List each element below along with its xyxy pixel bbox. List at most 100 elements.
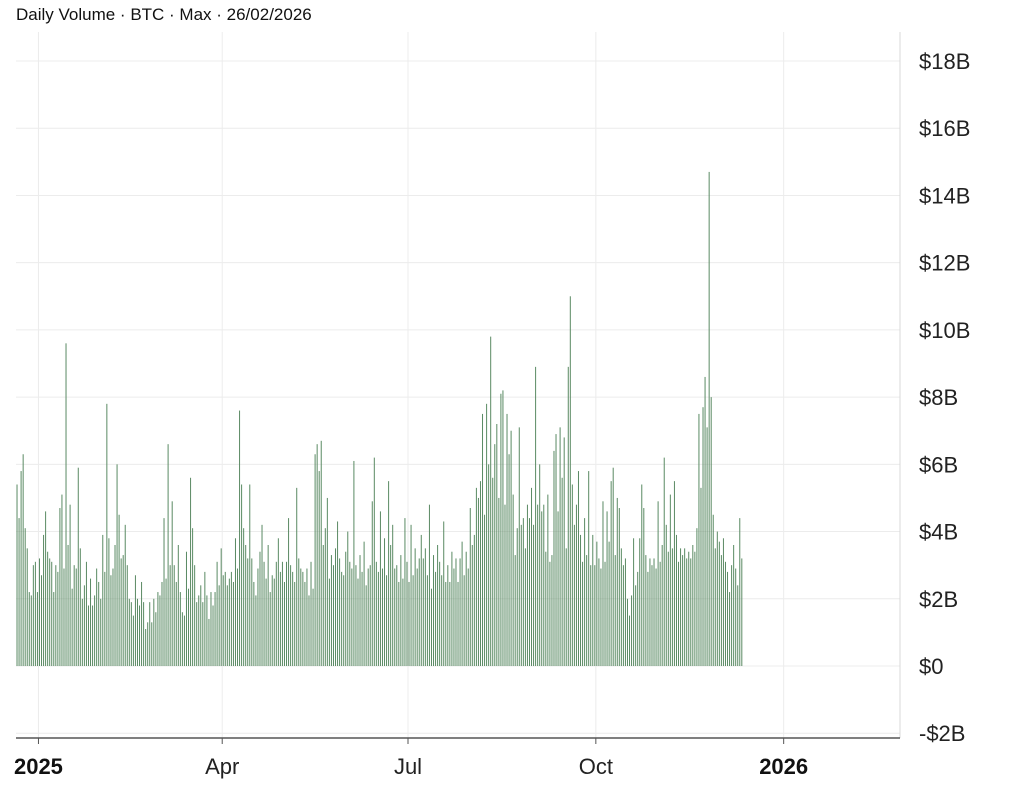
volume-bar <box>504 504 506 666</box>
volume-bar <box>292 571 294 666</box>
volume-bar <box>722 538 724 666</box>
volume-bar <box>500 393 502 666</box>
volume-bar <box>194 565 196 666</box>
volume-bar <box>275 561 277 666</box>
volume-bar <box>45 511 47 666</box>
volume-bar <box>739 518 741 666</box>
x-axis-ticks: 2025 Apr Jul Oct 2026 <box>14 738 808 779</box>
volume-bar <box>283 581 285 666</box>
volume-bar <box>729 592 731 666</box>
volume-bar <box>169 565 171 666</box>
axes <box>16 32 1024 794</box>
y-axis-ticks: $18B $16B $14B $12B $10B $8B $6B $4B $2B $0 -$2B <box>919 49 970 746</box>
volume-bar <box>341 571 343 666</box>
volume-bar <box>471 545 473 666</box>
volume-bar <box>543 504 545 666</box>
volume-bar <box>173 565 175 666</box>
volume-bar <box>553 450 555 666</box>
volume-bar <box>439 561 441 666</box>
x-tick-label: Oct <box>579 754 613 779</box>
volume-bar <box>267 545 269 666</box>
volume-bar <box>575 504 577 666</box>
y-tick-label: $18B <box>919 49 970 74</box>
volume-bar <box>524 548 526 666</box>
volume-bar <box>102 534 104 666</box>
volume-bar <box>428 504 430 666</box>
volume-bar <box>453 568 455 666</box>
volume-bar <box>388 481 390 666</box>
volume-bar <box>541 511 543 666</box>
x-tick-label: 2025 <box>14 754 63 779</box>
volume-bar <box>175 581 177 666</box>
volume-bar <box>188 588 190 666</box>
volume-bar <box>410 524 412 666</box>
y-tick-label: $10B <box>919 318 970 343</box>
volume-bar <box>678 561 680 666</box>
volume-bar <box>218 585 220 666</box>
volume-bar <box>557 511 559 666</box>
volume-bar <box>36 592 38 666</box>
volume-bar <box>406 561 408 666</box>
volume-bar <box>208 618 210 666</box>
volume-bar <box>639 538 641 666</box>
volume-bar <box>306 568 308 666</box>
volume-bar <box>279 571 281 666</box>
volume-bar <box>408 581 410 666</box>
volume-bar <box>136 598 138 666</box>
volume-bar <box>328 578 330 666</box>
volume-bar <box>533 524 535 666</box>
volume-bar <box>337 521 339 666</box>
volume-bar <box>571 484 573 666</box>
volume-bar <box>616 497 618 666</box>
volume-bar <box>108 538 110 666</box>
volume-bar <box>720 555 722 666</box>
volume-bar <box>81 598 83 666</box>
volume-bar <box>261 524 263 666</box>
volume-bar <box>251 558 253 666</box>
volume-bar <box>731 565 733 666</box>
volume-bar <box>134 575 136 666</box>
volume-bar <box>112 568 114 666</box>
volume-bar <box>290 565 292 666</box>
volume-bar <box>161 581 163 666</box>
volume-bar <box>704 376 706 666</box>
volume-bar <box>159 595 161 666</box>
volume-bar <box>598 558 600 666</box>
volume-bar <box>22 454 24 666</box>
volume-bar <box>296 487 298 666</box>
volume-bar <box>379 511 381 666</box>
volume-bar <box>118 514 120 666</box>
volume-bar <box>322 545 324 666</box>
volume-bar <box>522 518 524 666</box>
volume-bar <box>181 612 183 666</box>
volume-bar <box>94 595 96 666</box>
volume-bar <box>273 578 275 666</box>
volume-bar <box>449 581 451 666</box>
volume-bar <box>237 568 239 666</box>
volume-bar <box>528 518 530 666</box>
volume-bar <box>314 454 316 666</box>
volume-bar <box>637 571 639 666</box>
volume-bar <box>32 565 34 666</box>
volume-bar <box>573 524 575 666</box>
volume-bar <box>569 296 571 666</box>
volume-bar <box>192 528 194 666</box>
volume-bar <box>67 545 69 666</box>
volume-bars <box>16 171 743 667</box>
volume-bar <box>718 541 720 666</box>
volume-bar <box>183 615 185 666</box>
volume-bar <box>582 561 584 666</box>
volume-bar <box>441 575 443 666</box>
volume-bar <box>69 504 71 666</box>
volume-bar <box>153 598 155 666</box>
volume-bar <box>149 602 151 666</box>
volume-bar <box>659 561 661 666</box>
volume-bar <box>422 558 424 666</box>
volume-bar <box>733 545 735 666</box>
volume-bar <box>426 575 428 666</box>
volume-bar <box>682 555 684 666</box>
volume-bar <box>294 581 296 666</box>
volume-bar <box>47 551 49 666</box>
volume-bar <box>63 568 65 666</box>
volume-bar <box>147 622 149 666</box>
